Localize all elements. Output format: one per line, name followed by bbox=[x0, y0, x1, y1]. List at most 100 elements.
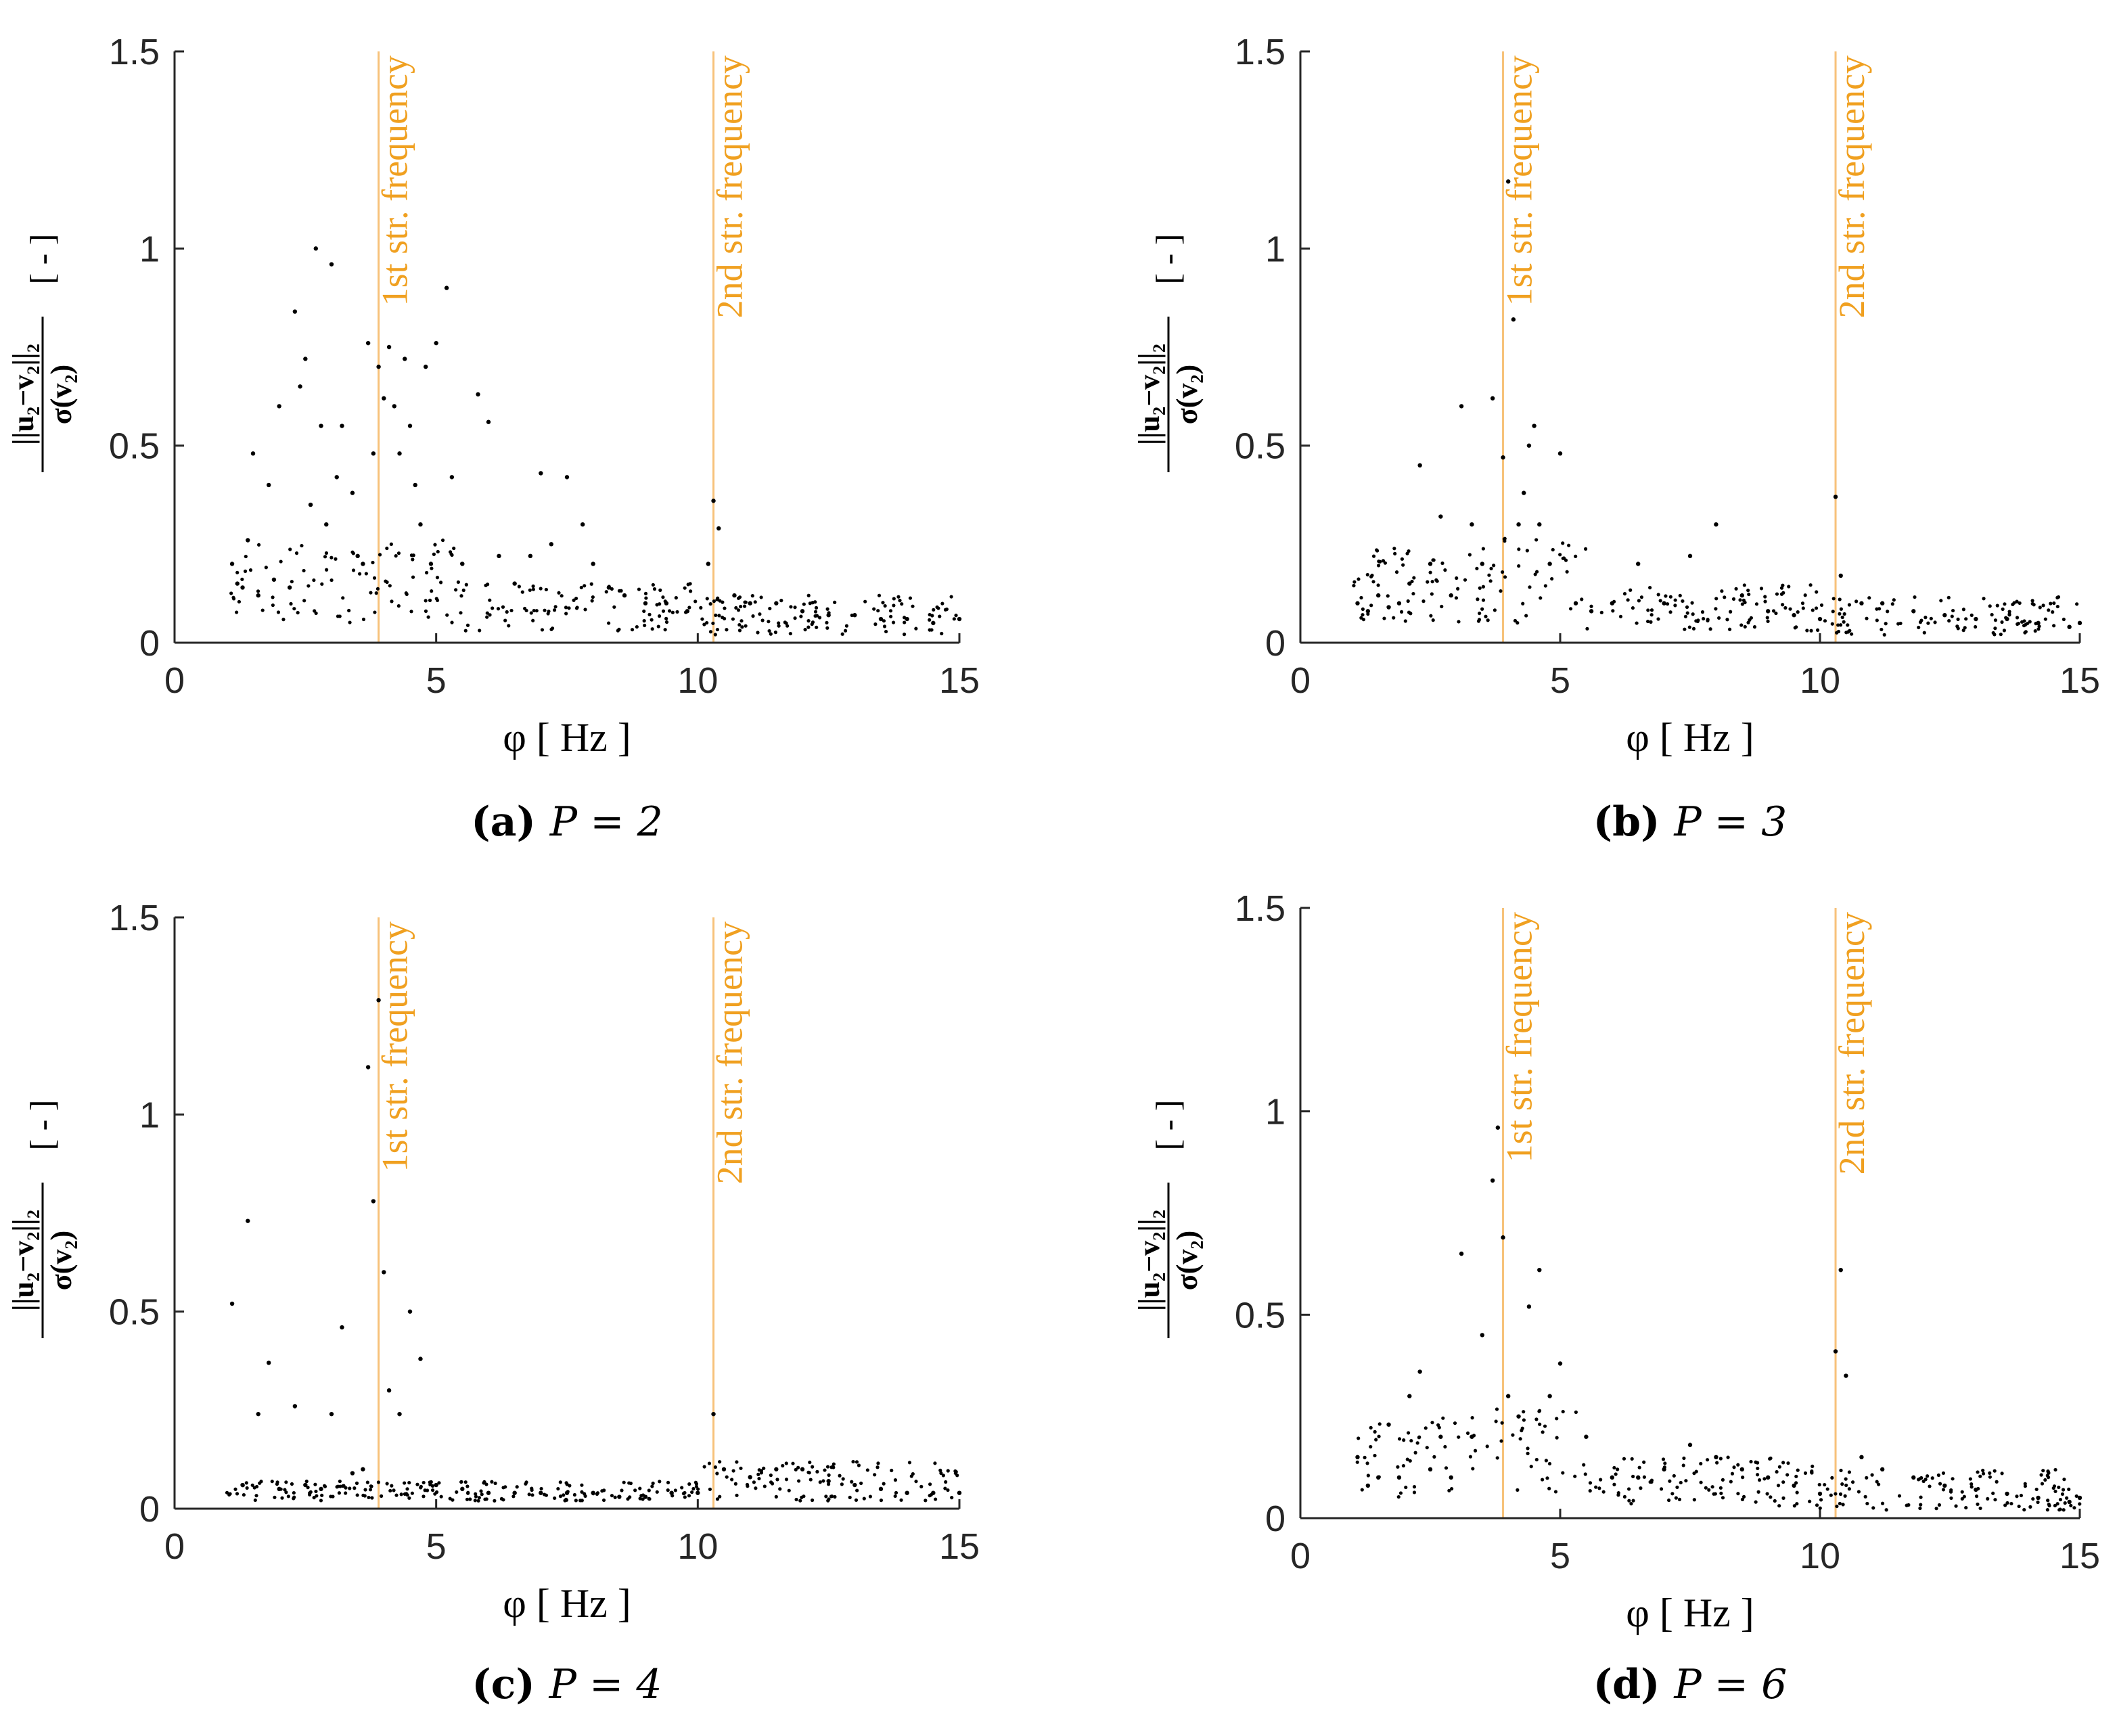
data-point-cloud bbox=[329, 1494, 333, 1499]
data-point-cloud bbox=[228, 1492, 232, 1496]
data-point-cloud bbox=[553, 1496, 557, 1501]
data-point-cloud bbox=[433, 543, 437, 547]
data-point-cloud bbox=[325, 568, 329, 572]
data-point-cloud bbox=[411, 557, 415, 562]
data-point-cloud bbox=[1685, 605, 1689, 610]
data-point-cloud bbox=[1541, 1430, 1545, 1434]
data-point-cloud bbox=[1375, 548, 1379, 552]
data-point bbox=[361, 1467, 365, 1471]
data-point-cloud bbox=[1707, 1488, 1711, 1492]
x-tick-label: 10 bbox=[1800, 1536, 1840, 1576]
x-axis-label: φ [ Hz ] bbox=[503, 1581, 631, 1626]
data-point-cloud bbox=[437, 1481, 441, 1485]
data-point-cloud bbox=[2046, 1469, 2050, 1474]
data-point-cloud bbox=[735, 1493, 739, 1497]
data-point bbox=[1417, 463, 1422, 467]
data-point-cloud bbox=[338, 1479, 342, 1484]
data-point-cloud bbox=[2000, 1471, 2004, 1476]
data-point-cloud bbox=[485, 611, 489, 615]
data-point-cloud bbox=[825, 626, 829, 630]
data-point-cloud bbox=[1539, 596, 1543, 600]
data-point-cloud bbox=[279, 1487, 283, 1491]
data-point-cloud bbox=[1428, 570, 1432, 574]
data-point-cloud bbox=[1730, 1471, 1735, 1476]
data-point-cloud bbox=[1803, 1471, 1808, 1476]
data-point-cloud bbox=[424, 609, 428, 613]
data-point-cloud bbox=[604, 590, 608, 594]
data-point-cloud bbox=[1838, 612, 1842, 616]
data-point-cloud bbox=[1814, 606, 1819, 610]
data-point-cloud bbox=[1758, 1478, 1762, 1482]
data-point-cloud bbox=[1721, 1496, 1725, 1500]
data-point-cloud bbox=[1898, 621, 1903, 626]
data-point-cloud bbox=[1970, 1482, 1974, 1486]
data-point-cloud bbox=[1533, 572, 1537, 576]
data-point-cloud bbox=[556, 1486, 560, 1491]
data-point-cloud bbox=[2015, 599, 2019, 603]
data-point-cloud bbox=[1777, 1465, 1781, 1469]
data-point-cloud bbox=[2058, 1507, 2062, 1511]
data-point-cloud bbox=[479, 1489, 483, 1493]
data-point-cloud bbox=[491, 606, 495, 610]
data-point-cloud bbox=[344, 1491, 348, 1495]
data-point bbox=[308, 502, 313, 507]
data-point-cloud bbox=[1683, 614, 1688, 618]
data-point-cloud bbox=[1403, 619, 1407, 623]
data-point bbox=[1687, 553, 1693, 559]
data-point-cloud bbox=[323, 555, 327, 559]
data-point-cloud bbox=[1706, 618, 1710, 623]
y-label-denominator: σ(v₂) bbox=[45, 365, 78, 424]
data-point-cloud bbox=[394, 554, 398, 558]
data-point-cloud bbox=[342, 1484, 346, 1488]
data-point-cloud bbox=[2028, 620, 2032, 624]
data-point-cloud bbox=[493, 1481, 497, 1486]
data-point-cloud bbox=[1639, 595, 1644, 599]
data-point-cloud bbox=[583, 584, 587, 588]
y-label-denominator: σ(v₂) bbox=[1170, 1231, 1204, 1290]
data-point-cloud bbox=[810, 622, 814, 626]
data-point-cloud bbox=[2036, 627, 2041, 631]
data-point bbox=[878, 1486, 884, 1492]
data-point-cloud bbox=[350, 550, 355, 554]
data-point-cloud bbox=[711, 621, 715, 625]
data-point-cloud bbox=[2028, 1505, 2032, 1509]
data-point bbox=[1386, 605, 1391, 610]
data-point-cloud bbox=[348, 620, 352, 624]
data-point-cloud bbox=[478, 629, 482, 633]
data-point-cloud bbox=[1949, 1496, 1953, 1501]
data-point bbox=[235, 581, 240, 586]
data-point bbox=[800, 609, 805, 614]
data-point-cloud bbox=[1369, 1444, 1373, 1449]
data-point-cloud bbox=[1710, 1485, 1714, 1489]
data-point-cloud bbox=[426, 615, 430, 619]
y-tick-label: 1 bbox=[1265, 229, 1285, 269]
data-point-cloud bbox=[1941, 1488, 1946, 1492]
data-point-cloud bbox=[1892, 598, 1896, 602]
y-tick-label: 1.5 bbox=[1235, 32, 1285, 72]
data-point bbox=[497, 553, 501, 559]
data-point bbox=[240, 585, 245, 590]
data-point bbox=[329, 262, 334, 267]
data-point-cloud bbox=[1781, 603, 1785, 607]
data-point-cloud bbox=[1649, 620, 1653, 624]
data-point-cloud bbox=[1919, 1503, 1923, 1507]
data-point-cloud bbox=[1440, 561, 1444, 566]
data-point bbox=[1911, 1475, 1916, 1480]
data-point-cloud bbox=[940, 601, 944, 606]
data-point-cloud bbox=[1682, 1456, 1686, 1461]
y-label-numerator: ||u₂−v₂||₂ bbox=[7, 344, 40, 445]
data-point-cloud bbox=[507, 624, 511, 628]
data-point-cloud bbox=[394, 1493, 399, 1497]
data-point-cloud bbox=[1714, 607, 1718, 611]
data-point-cloud bbox=[883, 603, 887, 608]
data-point-cloud bbox=[702, 1465, 706, 1469]
data-point-cloud bbox=[2051, 610, 2055, 614]
y-label-unit: [ - ] bbox=[1149, 234, 1187, 285]
data-point-cloud bbox=[1378, 1422, 1382, 1426]
data-point-cloud bbox=[374, 591, 378, 595]
data-point-cloud bbox=[1412, 576, 1416, 580]
data-point-cloud bbox=[1847, 1470, 1852, 1474]
data-point-cloud bbox=[954, 614, 958, 618]
data-point-cloud bbox=[957, 1490, 961, 1494]
data-point-cloud bbox=[787, 1488, 791, 1492]
